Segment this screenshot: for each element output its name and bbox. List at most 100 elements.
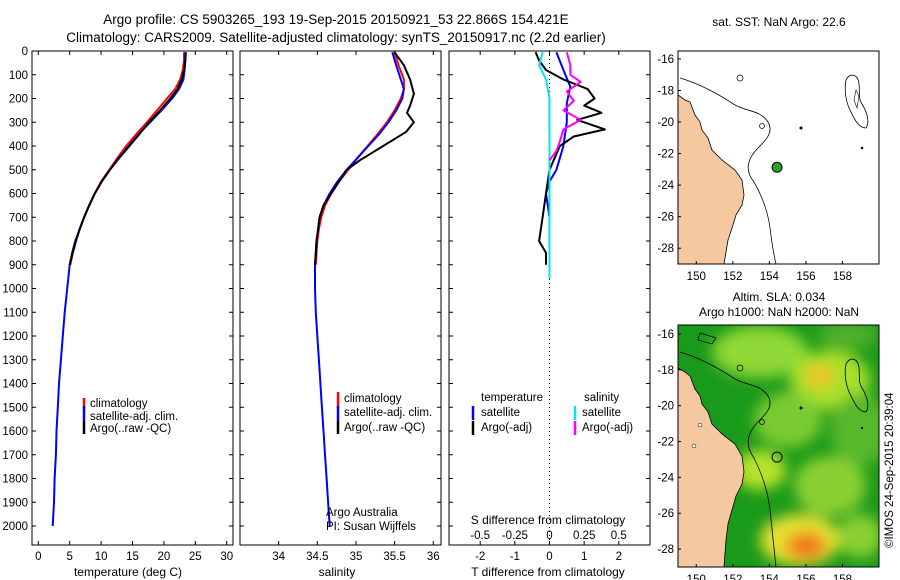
sla-map (677, 324, 880, 568)
y-tick-label: 300 (9, 117, 28, 129)
series-line-salinity-argo-adj (548, 51, 582, 161)
legend-clim-label: climatology (90, 398, 148, 410)
plot-frame (31, 50, 234, 546)
difference-legend: temperature salinity satellite Argo(-adj… (471, 392, 633, 435)
sst-map-land (678, 94, 745, 264)
series-line-argo-raw-qc (68, 52, 187, 266)
map-y-tick-label: -28 (657, 544, 674, 556)
y-tick-label: 500 (9, 165, 28, 177)
sst-map-reef-dot (860, 146, 864, 150)
map-x-tick-label: 158 (833, 574, 852, 580)
y-tick-label: 200 (9, 94, 28, 106)
x-tick-label: 15 (126, 551, 139, 563)
y-tick-label: 1600 (2, 426, 28, 438)
map-y-tick-label: -16 (657, 54, 674, 66)
y-tick-label: 900 (9, 260, 28, 272)
sla-map-island (697, 332, 717, 345)
temperature-panel: 0 5 10 15 20 25 300100200300400500600700800900… (2, 46, 234, 563)
series-line-argo-raw-qc (314, 51, 415, 265)
map-x-tick-label: 158 (833, 271, 852, 283)
sla-map-ticks: 150 152 154 156 158 -16 -18 -20 -22 -24 -26 -28 (657, 329, 852, 580)
sla-field (712, 325, 879, 566)
figure-title-line1: Argo profile: CS 5903265_193 19-Sep-2015… (103, 12, 568, 27)
sst-map (677, 36, 880, 265)
sla-map-title: Altim. SLA: 0.034 (733, 290, 826, 304)
sla-map-reef-dot (736, 364, 744, 372)
x-tick-label: 2 (616, 551, 622, 563)
y-tick-label: 1500 (2, 402, 28, 414)
map-y-tick-label: -22 (657, 149, 674, 161)
sla-map-subtitle: Argo h1000: NaN h2000: NaN (699, 305, 859, 319)
sla-map-land (678, 367, 745, 567)
y-tick-label: 800 (9, 236, 28, 248)
x-tick-label: 30 (220, 551, 233, 563)
x-tick-label: 20 (158, 551, 171, 563)
x-tick-label: 36 (427, 551, 440, 563)
y-tick-label: 1900 (2, 497, 28, 509)
map-y-tick-label: -20 (657, 401, 674, 413)
sla-blob (838, 514, 879, 558)
legend-s-argo-label: Argo(-adj) (582, 422, 633, 434)
sst-map-reef-small (853, 89, 860, 110)
map-x-tick-label: 150 (687, 574, 706, 580)
sla-map-reef-dot (759, 419, 765, 425)
x-tick-label: 1 (581, 551, 587, 563)
sst-map-reef-dot (736, 74, 744, 82)
sst-map-island (688, 36, 696, 44)
x-tick-label: 5 (66, 551, 72, 563)
credit-institution: Argo Australia (326, 507, 398, 519)
x-tick-label: 25 (189, 551, 202, 563)
sla-blob (818, 325, 878, 349)
x-tick-label: 10 (95, 551, 108, 563)
y-tick-label: 2000 (2, 521, 28, 533)
argo-float-marker (771, 161, 783, 173)
x-tick-label: 35 (350, 551, 363, 563)
map-x-tick-label: 150 (687, 271, 706, 283)
s-difference-xlabel: S difference from climatology (471, 513, 626, 527)
sst-map-shelf-contour (679, 77, 777, 264)
map-x-tick-label: 156 (796, 271, 815, 283)
y-tick-label: 1100 (3, 307, 28, 319)
s-tick-label: -0.25 (502, 530, 528, 542)
sla-map-frame (677, 324, 880, 568)
sla-map-reef-dot (799, 406, 803, 410)
sla-map-reef-dot (860, 426, 864, 430)
salinity-panel: 34 34.5 35 35.5 36 (239, 50, 442, 563)
map-x-tick-label: 154 (760, 574, 780, 580)
legend-argo-label: Argo(..raw -QC) (90, 423, 171, 435)
sla-blob (712, 326, 808, 378)
sst-map-reef-contour (844, 74, 869, 129)
sla-map-float (771, 451, 783, 463)
y-tick-label: 400 (9, 141, 28, 153)
x-tick-label: 34.5 (306, 551, 328, 563)
sla-blob (830, 394, 879, 466)
sla-blob (754, 392, 822, 448)
sst-map-ticks: 150 152 154 156 158 -16 -18 -20 -22 -24 -26 -28 (657, 54, 852, 283)
legend-temperature-header: temperature (481, 392, 543, 404)
y-tick-label: 1400 (2, 379, 28, 391)
y-tick-label: 1200 (2, 331, 28, 343)
t-difference-xlabel: T difference from climatology (471, 565, 625, 579)
legend-s-sat-label: satellite (582, 407, 621, 419)
plot-frame (239, 50, 442, 546)
map-x-tick-label: 152 (723, 574, 742, 580)
x-tick-label: 0 (546, 551, 552, 563)
sla-map-island (697, 422, 703, 428)
sla-blob (794, 456, 866, 516)
s-tick-label: -0.5 (470, 530, 490, 542)
map-x-tick-label: 152 (723, 271, 742, 283)
y-tick-label: 1800 (2, 474, 28, 486)
legend-t-sat-label: satellite (481, 407, 520, 419)
legend-salinity-header: salinity (584, 392, 619, 404)
map-y-tick-label: -26 (657, 508, 674, 520)
map-y-tick-label: -22 (657, 437, 674, 449)
sst-map-frame (677, 50, 880, 265)
map-y-tick-label: -18 (657, 365, 674, 377)
map-y-tick-label: -18 (657, 85, 674, 97)
series-line-temperature-argo-adj (534, 51, 606, 265)
legend-clim-label: climatology (344, 393, 402, 405)
y-tick-label: 1300 (2, 355, 28, 367)
map-x-tick-label: 156 (796, 574, 815, 580)
legend-argo-label: Argo(..raw -QC) (344, 422, 425, 434)
